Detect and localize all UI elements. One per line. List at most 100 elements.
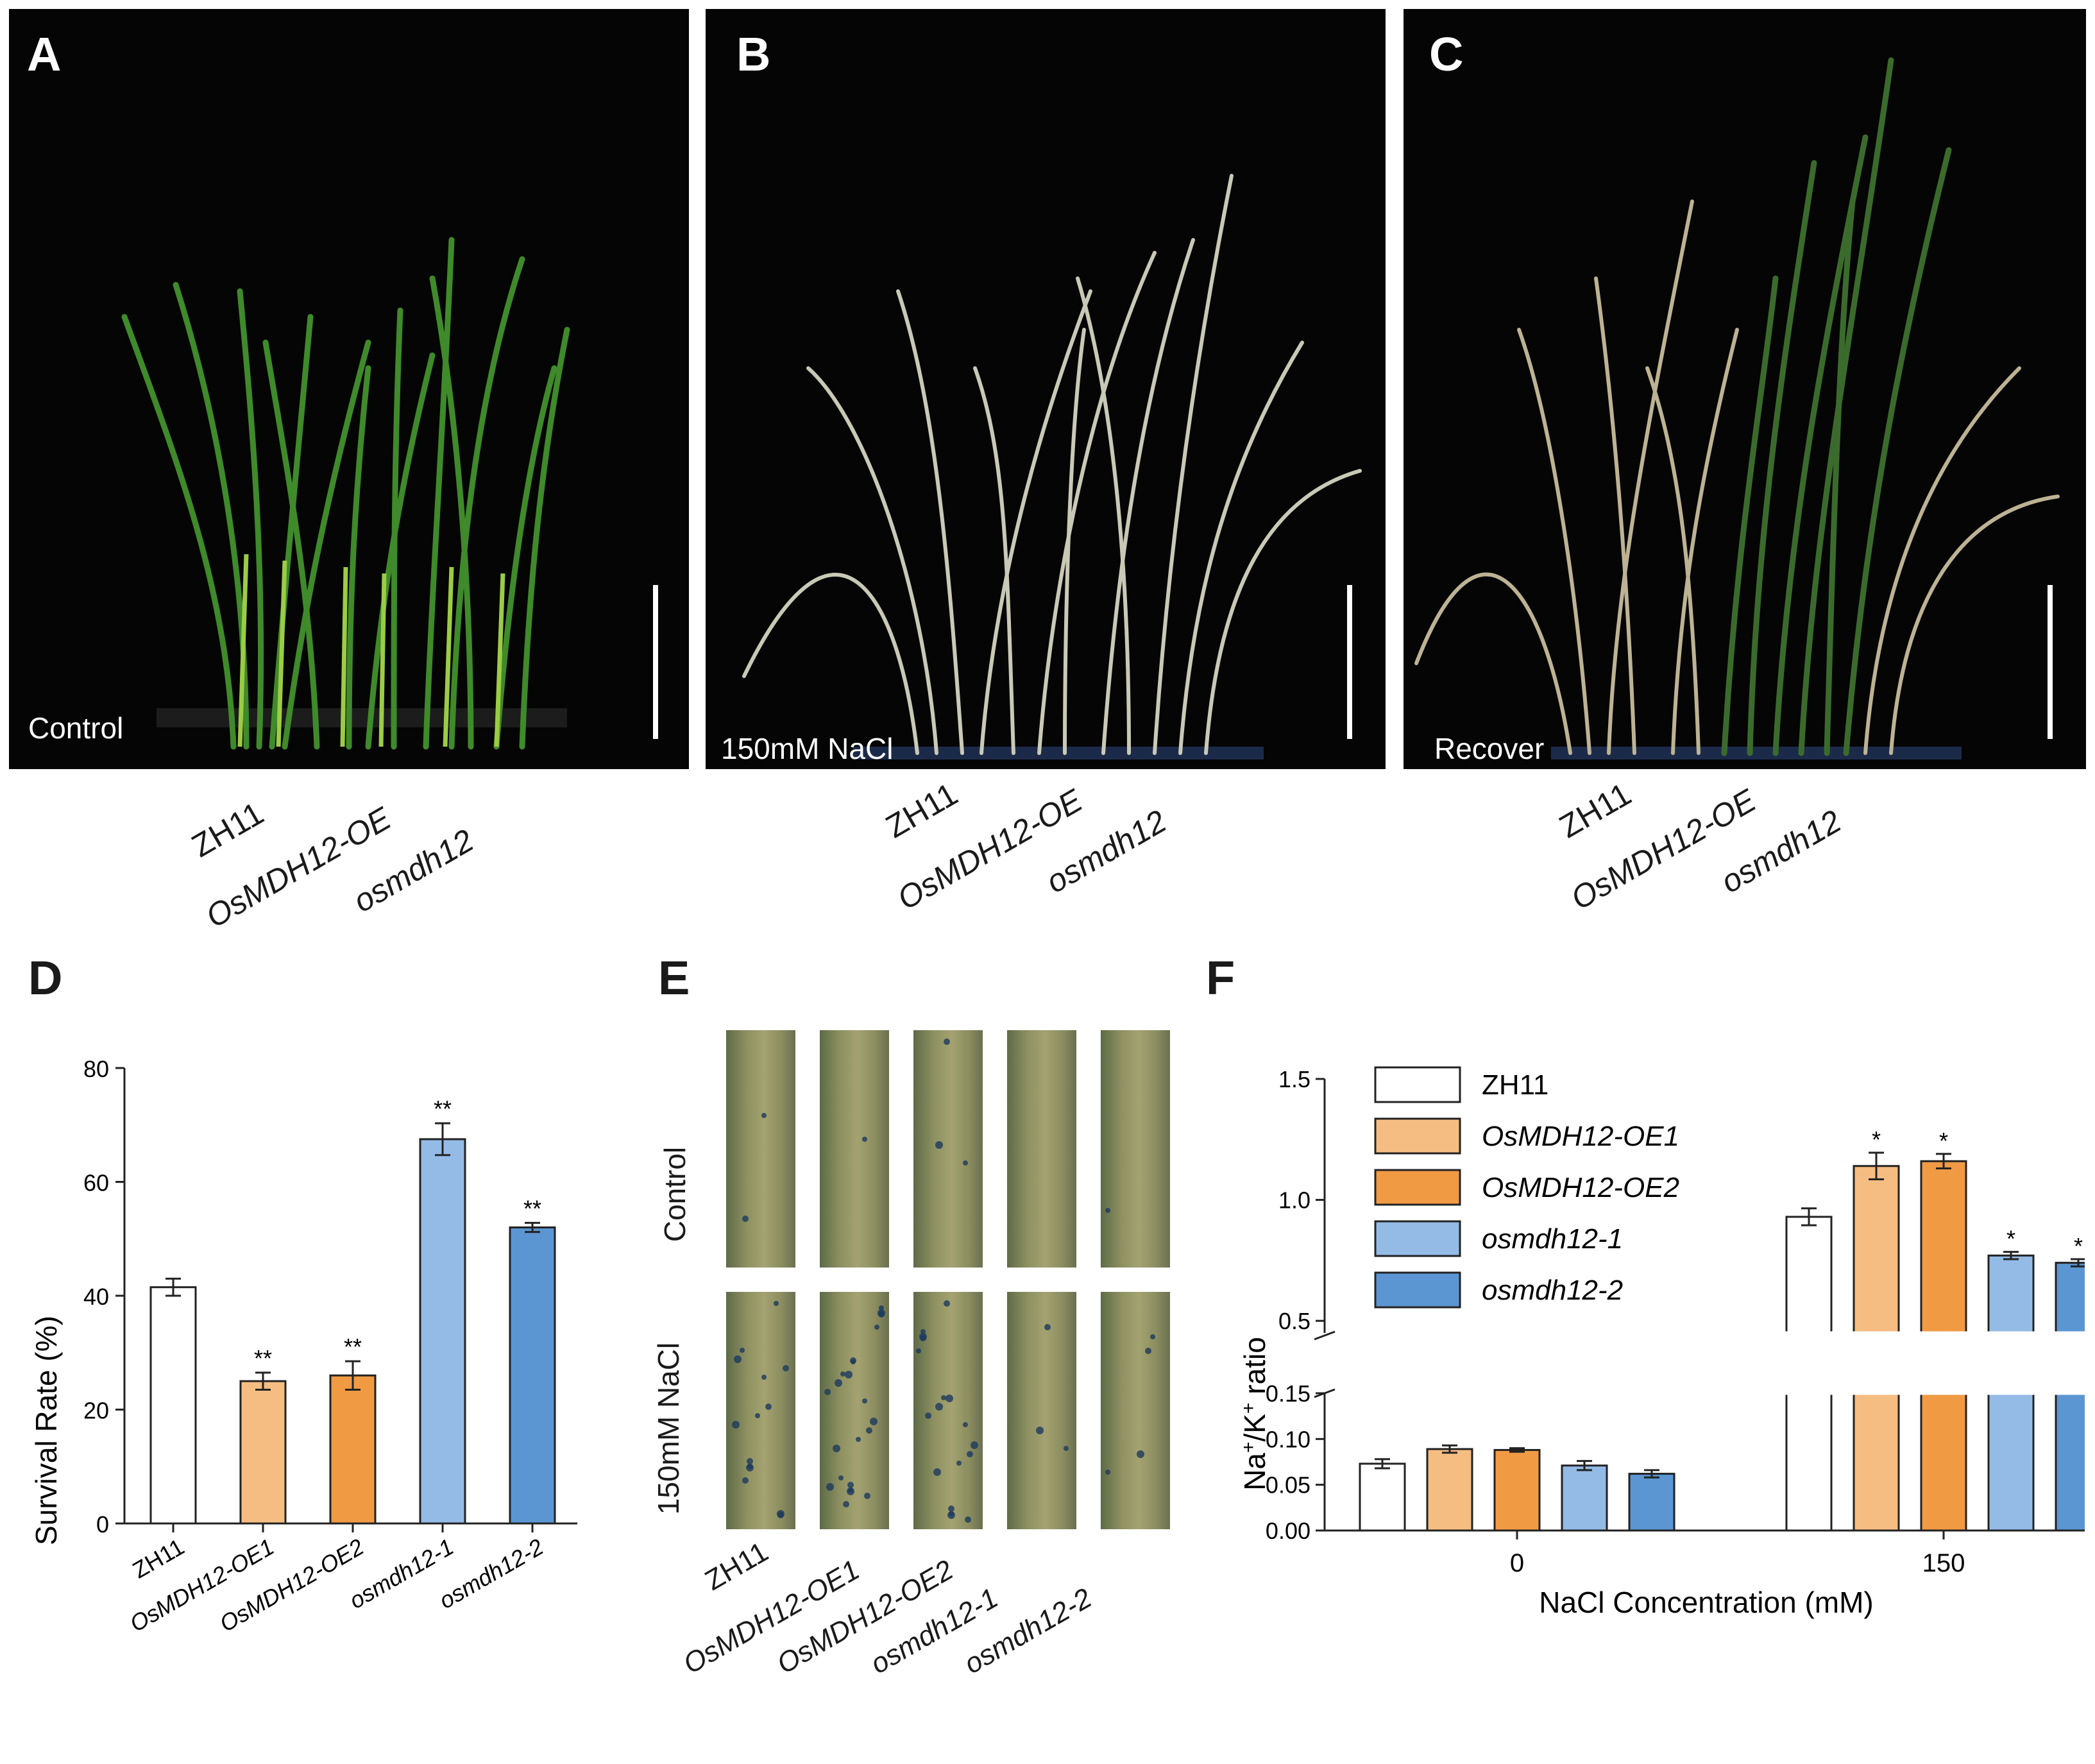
stain-spot [866, 1427, 872, 1434]
row-label-text: Control [658, 1146, 692, 1242]
stain-spot [948, 1505, 954, 1512]
photo-genotype-label: ZH11 [879, 776, 964, 845]
stain-spot [925, 1412, 931, 1419]
significance-marker: * [2006, 1226, 2015, 1252]
bar-osmdh12-1 [1561, 1464, 1608, 1532]
stain-spot [847, 1488, 854, 1495]
condition-label-nacl: 150mM NaCl [721, 732, 894, 765]
legend-swatch [1374, 1066, 1461, 1103]
stain-spot [732, 1421, 740, 1429]
legend-swatch [1374, 1169, 1461, 1206]
rice-leaves-recovered [1721, 57, 1952, 756]
x-tick-label: ZH11 [128, 1533, 189, 1583]
stain-spot [879, 1305, 884, 1310]
stain-spot [838, 1475, 844, 1480]
photo-recover [1404, 9, 2086, 769]
panel-letter-b: B [736, 28, 771, 81]
stain-spot [1145, 1348, 1151, 1354]
stain-spot [967, 1451, 973, 1457]
rice-leaves-wilted [742, 174, 1362, 755]
condition-label-control: Control [28, 711, 124, 745]
legend-label: OsMDH12-OE2 [1482, 1172, 1679, 1203]
bar-OsMDH12-OE1 [239, 1380, 287, 1525]
stain-spot [965, 1516, 971, 1523]
stain-spot [963, 1160, 968, 1166]
panel-letter-d: D [28, 951, 63, 1005]
photo-nacl [706, 9, 1386, 769]
bar-OsMDH12-OE1 [1426, 1448, 1473, 1532]
bar-upper-OsMDH12-OE2 [1920, 1160, 1967, 1334]
stain-spot [742, 1477, 749, 1484]
stain-spot [856, 1437, 861, 1442]
y-tick-label: 20 [83, 1398, 109, 1424]
bar-lower-ZH11 [1785, 1392, 1833, 1532]
stain-spot [826, 1483, 834, 1491]
stain-spot [963, 1422, 968, 1427]
stain-spot [956, 1461, 962, 1466]
stain-spot [734, 1355, 742, 1363]
staining-image [1007, 1292, 1076, 1529]
y-tick-label: 80 [83, 1056, 109, 1082]
stain-spot [971, 1441, 978, 1449]
stain-spot [944, 1300, 950, 1307]
significance-marker: * [1872, 1126, 1881, 1153]
stain-spot [761, 1113, 767, 1118]
bar-ZH11 [149, 1286, 197, 1525]
stain-spot [847, 1482, 854, 1488]
bar-osmdh12-2 [1628, 1473, 1675, 1532]
staining-genotype-label: ZH11 [700, 1536, 774, 1597]
significance-marker: ** [434, 1096, 452, 1122]
y-tick-label: 0.00 [1266, 1518, 1310, 1544]
bar-upper-osmdh12-2 [2055, 1262, 2085, 1334]
bar-upper-osmdh12-1 [1987, 1254, 2035, 1334]
stain-spot [1150, 1334, 1155, 1339]
stain-spot [1137, 1450, 1144, 1458]
significance-marker: * [2074, 1233, 2083, 1259]
bar-osmdh12-1 [419, 1138, 466, 1525]
bar-lower-OsMDH12-OE2 [1920, 1392, 1967, 1532]
stain-spot [845, 1371, 852, 1378]
stain-spot [946, 1395, 953, 1402]
staining-image [820, 1030, 889, 1268]
stain-spot [935, 1141, 943, 1149]
y-tick-label: 1.0 [1278, 1187, 1310, 1214]
stain-spot [783, 1365, 789, 1371]
staining-image [726, 1030, 795, 1268]
stain-spot [933, 1468, 941, 1476]
bar-OsMDH12-OE2 [1493, 1448, 1541, 1532]
scale-bar [2048, 585, 2053, 739]
stain-spot [878, 1311, 885, 1318]
stain-spot [862, 1137, 867, 1142]
staining-image [1101, 1292, 1170, 1529]
stain-spot [920, 1329, 926, 1334]
stain-spot [746, 1464, 754, 1471]
y-tick-label: 40 [83, 1284, 109, 1310]
stain-spot [761, 1375, 767, 1380]
rice-stems [237, 554, 505, 747]
stain-spot [862, 1398, 867, 1404]
legend-label: osmdh12-1 [1482, 1223, 1623, 1255]
stain-spot [747, 1458, 753, 1464]
row-label-control: Control [653, 1147, 691, 1242]
y-axis-label: Survival Rate (%) [30, 1316, 63, 1545]
staining-image [913, 1030, 983, 1268]
stain-spot [843, 1501, 849, 1507]
y-tick-label: 0.5 [1278, 1308, 1310, 1334]
stain-spot [874, 1325, 879, 1330]
significance-marker: ** [523, 1195, 541, 1221]
scale-bar [653, 585, 658, 739]
stain-spot [755, 1413, 760, 1418]
stain-spot [864, 1493, 870, 1499]
x-axis-label: NaCl Concentration (mM) [1539, 1586, 1873, 1619]
survival-rate-chart: Survival Rate (%) 020406080ZH11**OsMDH12… [30, 1056, 577, 1637]
stain-spot [944, 1039, 950, 1045]
stain-spot [740, 1348, 745, 1353]
legend-label: OsMDH12-OE1 [1482, 1121, 1679, 1152]
staining-image [820, 1292, 889, 1529]
photo-genotype-label: ZH11 [1553, 776, 1638, 845]
legend-label: osmdh12-2 [1482, 1275, 1623, 1306]
bar-ZH11 [1359, 1463, 1406, 1532]
panel-letter-a: A [27, 28, 62, 81]
y-tick-label: 0 [96, 1511, 109, 1538]
plants-illustration-nacl [742, 174, 1362, 759]
